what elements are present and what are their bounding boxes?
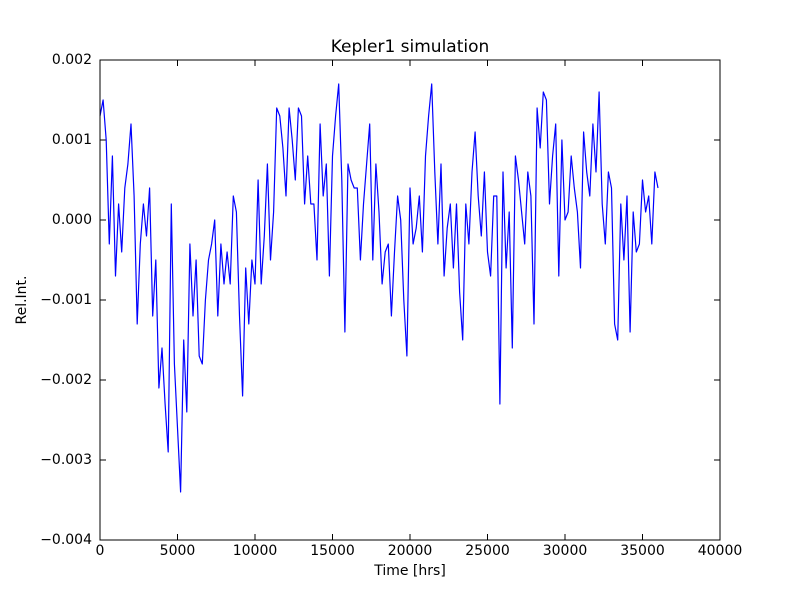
y-tick-label: 0.002 <box>52 52 92 68</box>
x-tick-label: 20000 <box>388 543 433 559</box>
x-tick-label: 5000 <box>160 543 196 559</box>
x-tick-label: 35000 <box>620 543 665 559</box>
x-axis-label: Time [hrs] <box>373 563 446 579</box>
y-tick-label: 0.000 <box>52 212 92 228</box>
x-tick-label: 30000 <box>543 543 588 559</box>
data-line <box>99 83 659 493</box>
y-tick-label: −0.001 <box>40 292 92 308</box>
y-tick-label: −0.004 <box>40 532 92 548</box>
y-axis-label: Rel.Int. <box>14 276 30 325</box>
x-tick-label: 40000 <box>698 543 743 559</box>
plot-frame <box>99 59 721 541</box>
y-tick-label: −0.003 <box>40 452 92 468</box>
x-tick-label: 0 <box>96 543 105 559</box>
y-tick-label: −0.002 <box>40 372 92 388</box>
chart-title: Kepler1 simulation <box>331 37 490 57</box>
y-tick-label: 0.001 <box>52 132 92 148</box>
x-tick-label: 10000 <box>233 543 278 559</box>
x-tick-label: 15000 <box>310 543 355 559</box>
x-tick-label: 25000 <box>465 543 510 559</box>
